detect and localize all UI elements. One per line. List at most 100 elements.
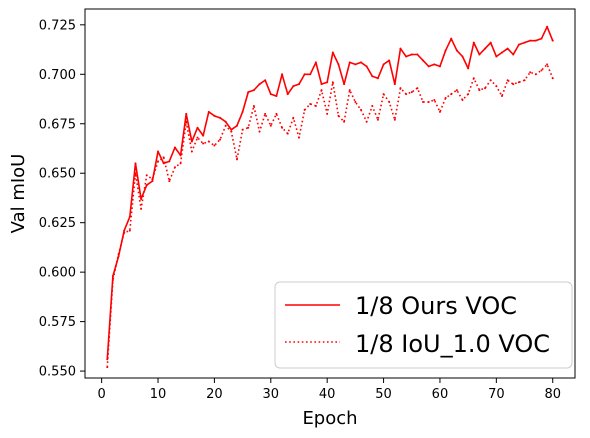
x-tick-label: 50 [375, 387, 392, 402]
series-line-0 [106, 26, 554, 360]
series-0-point [134, 162, 137, 165]
legend-box [274, 281, 573, 369]
y-axis-label: Val mIoU [8, 154, 29, 234]
series-1-point [551, 77, 554, 80]
series-1-point [269, 124, 272, 127]
series-1-point [500, 95, 503, 98]
series-0-point [365, 65, 368, 68]
series-0-point [281, 73, 284, 76]
series-1-point [376, 118, 379, 121]
series-0-point [219, 116, 222, 119]
y-tick-label: 0.600 [39, 266, 76, 281]
series-0-point [489, 41, 492, 44]
series-0-point [416, 53, 419, 56]
series-1-point [529, 71, 532, 74]
series-1-point [111, 279, 114, 282]
series-0-point [410, 53, 413, 56]
series-1-point [314, 104, 317, 107]
series-1-point [179, 162, 182, 165]
series-1-point [546, 63, 549, 66]
series-0-point [523, 41, 526, 44]
series-1-point [213, 144, 216, 147]
series-0-point [546, 25, 549, 28]
series-1-point [106, 366, 109, 369]
series-0-point [303, 73, 306, 76]
series-0-point [196, 126, 199, 129]
series-0-point [145, 184, 148, 187]
series-0-point [331, 51, 334, 54]
series-1-point [140, 207, 143, 210]
series-0-point [512, 53, 515, 56]
x-tick-label: 80 [544, 387, 561, 402]
series-0-point [269, 93, 272, 96]
series-1-point [190, 150, 193, 153]
series-1-point [455, 89, 458, 92]
series-0-point [151, 180, 154, 183]
series-0-point [500, 51, 503, 54]
series-0-point [455, 49, 458, 52]
series-1-point [309, 102, 312, 105]
y-tick-label: 0.650 [39, 167, 76, 182]
series-1-point [506, 79, 509, 82]
series-1-point [219, 138, 222, 141]
series-0-point [275, 95, 278, 98]
series-1-point [168, 180, 171, 183]
series-1-point [517, 81, 520, 84]
series-0-point [326, 81, 329, 84]
series-0-point [230, 128, 233, 131]
series-1-point [128, 229, 131, 232]
series-1-point [162, 156, 165, 159]
series-0-point [258, 83, 261, 86]
series-0-point [348, 61, 351, 64]
series-1-point [348, 89, 351, 92]
series-0-point [128, 215, 131, 218]
series-0-point [461, 55, 464, 58]
series-0-point [179, 154, 182, 157]
series-1-point [185, 120, 188, 123]
series-0-point [354, 63, 357, 66]
x-tick-label: 60 [432, 387, 449, 402]
y-tick-label: 0.625 [39, 216, 76, 231]
series-1-point [540, 69, 543, 72]
series-1-point [286, 132, 289, 135]
series-1-point [157, 160, 160, 163]
series-0-point [467, 67, 470, 70]
series-0-point [252, 89, 255, 92]
series-0-point [157, 150, 160, 153]
series-0-point [450, 37, 453, 40]
series-1-point [207, 140, 210, 143]
series-1-point [484, 87, 487, 90]
series-1-point [134, 172, 137, 175]
x-tick-label: 40 [319, 387, 336, 402]
series-1-point [478, 89, 481, 92]
y-tick-label: 0.700 [39, 68, 76, 83]
series-1-point [444, 97, 447, 100]
series-1-point [247, 126, 250, 129]
series-1-point [252, 104, 255, 107]
series-line-1 [106, 63, 554, 368]
x-tick-label: 10 [150, 387, 167, 402]
series-0-point [405, 55, 408, 58]
y-tick-label: 0.725 [39, 18, 76, 33]
series-1-point [365, 120, 368, 123]
series-0-point [286, 93, 289, 96]
series-0-point [444, 49, 447, 52]
series-1-point [405, 93, 408, 96]
series-1-point [202, 142, 205, 145]
series-0-point [388, 59, 391, 62]
x-axis-label: Epoch [302, 408, 357, 429]
series-1-point [281, 126, 284, 129]
series-0-point [399, 47, 402, 50]
series-0-point [190, 140, 193, 143]
y-tick-label: 0.675 [39, 117, 76, 132]
series-0-point [484, 47, 487, 50]
series-0-point [438, 65, 441, 68]
series-0-point [382, 63, 385, 66]
series-1-point [264, 112, 267, 115]
series-0-point [224, 120, 227, 123]
series-0-point [343, 83, 346, 86]
series-1-point [230, 130, 233, 133]
series-1-point [495, 85, 498, 88]
series-0-point [123, 229, 126, 232]
